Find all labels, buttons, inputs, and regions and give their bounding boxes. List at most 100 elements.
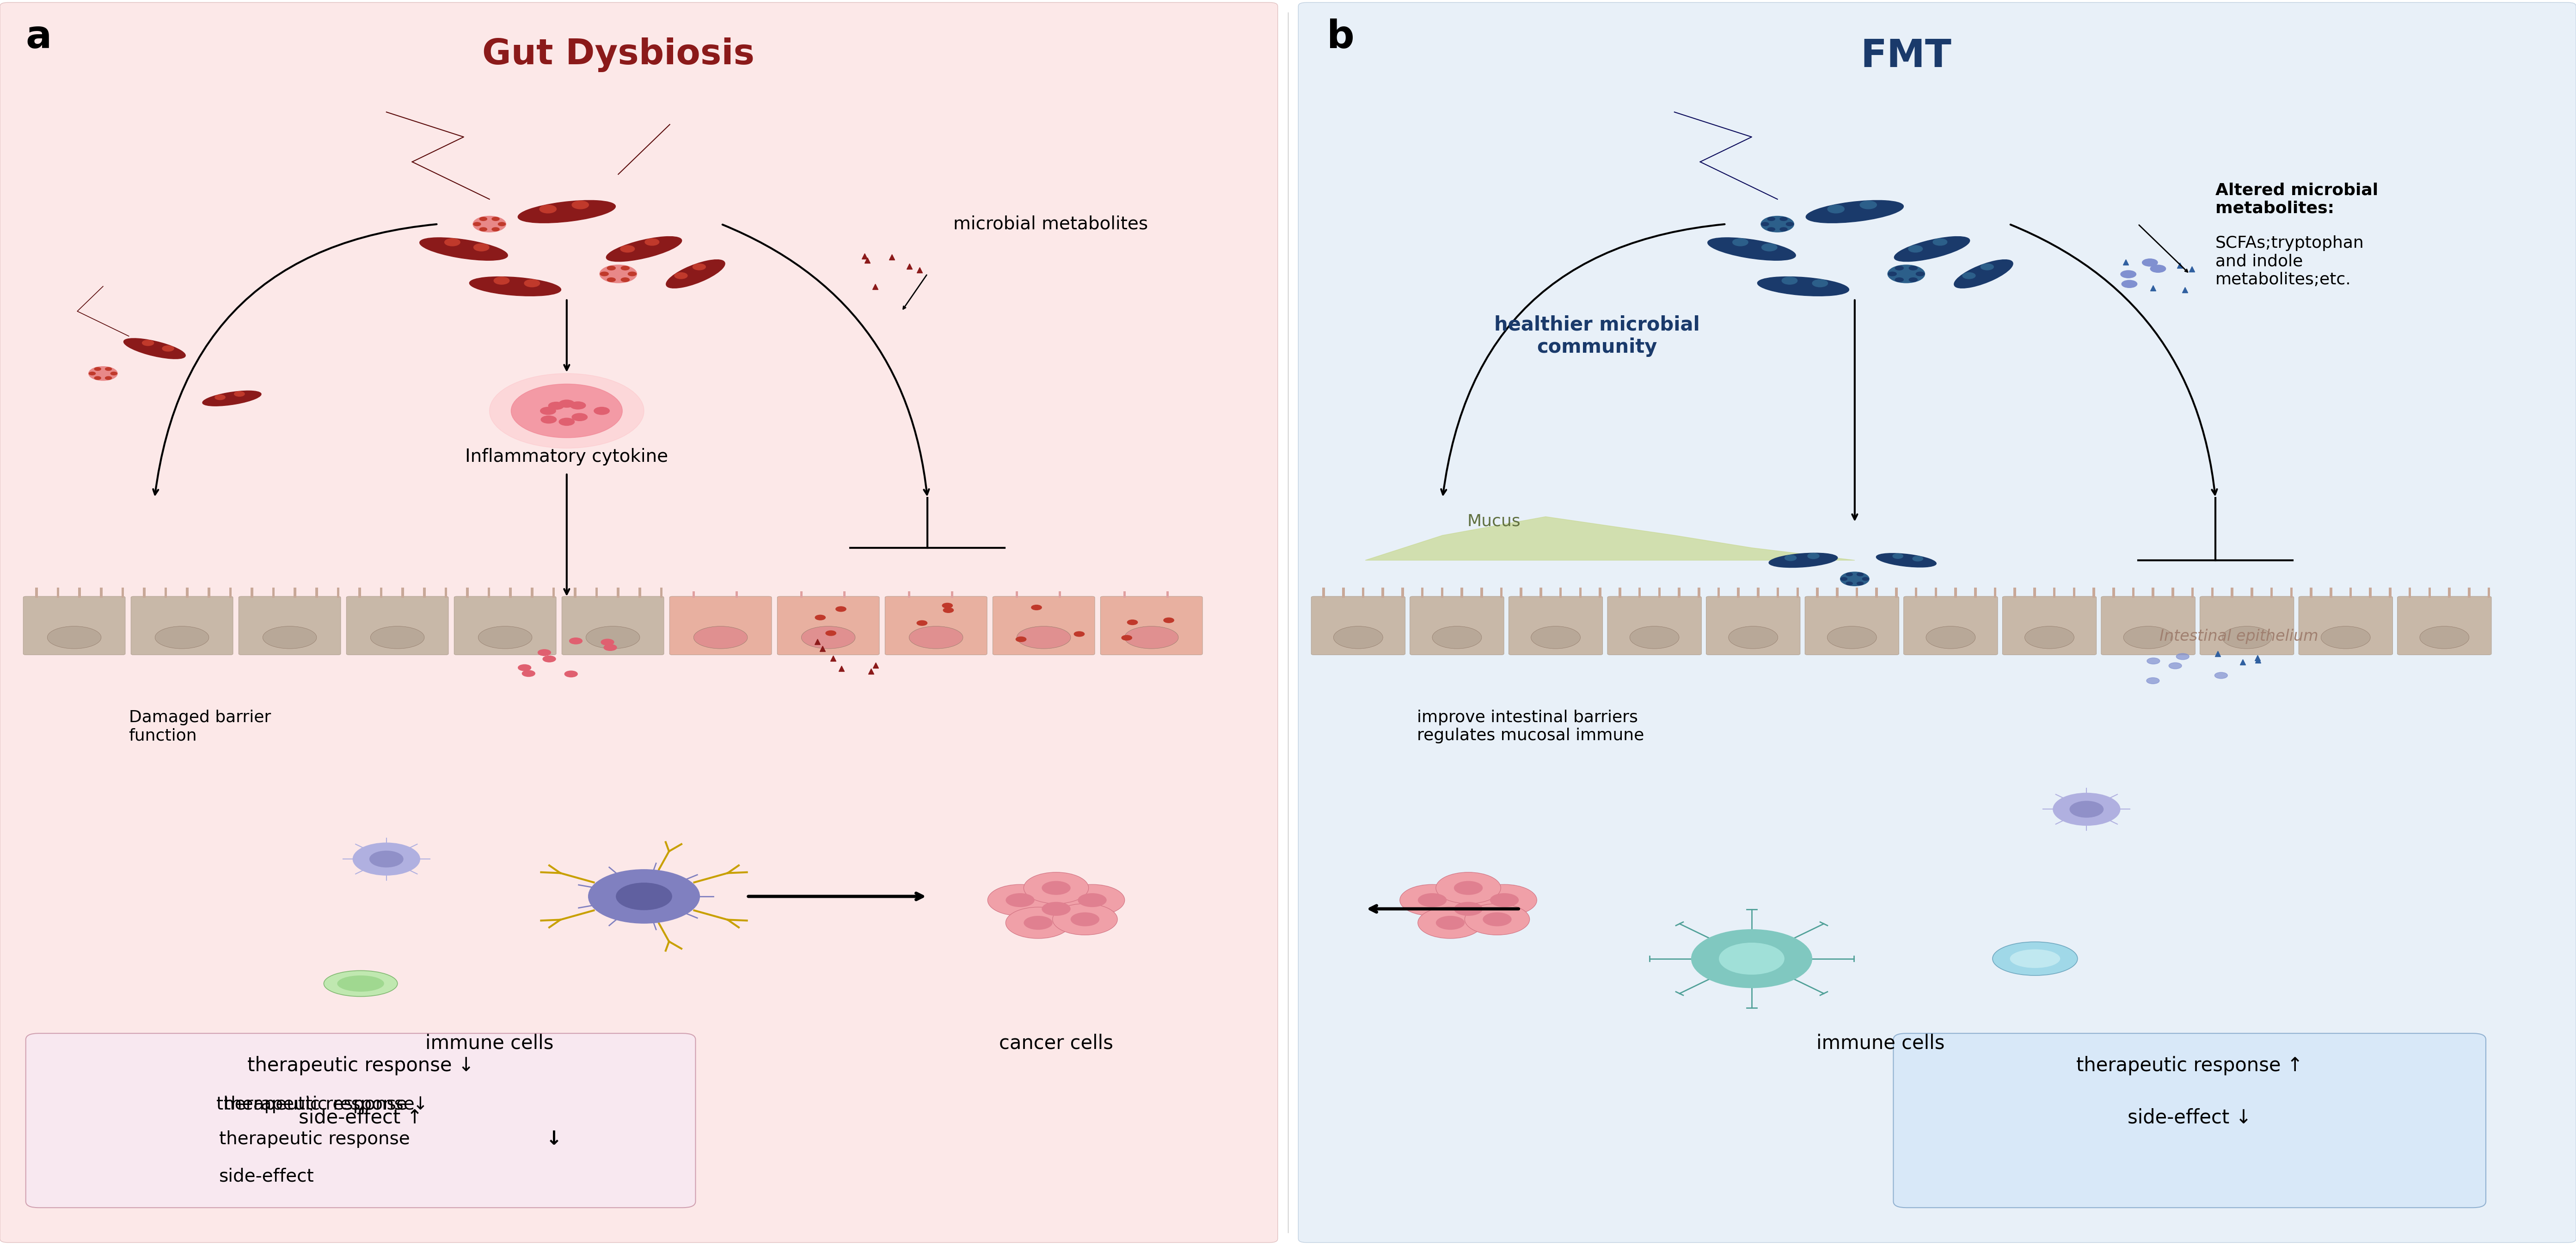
Circle shape — [572, 200, 590, 209]
Bar — [165, 588, 167, 598]
Bar — [2349, 588, 2352, 598]
Bar — [2074, 588, 2076, 598]
Ellipse shape — [204, 391, 260, 406]
Circle shape — [371, 852, 402, 868]
Circle shape — [1005, 908, 1072, 939]
Circle shape — [479, 228, 487, 232]
Circle shape — [1417, 908, 1484, 939]
Circle shape — [549, 402, 564, 410]
Ellipse shape — [1708, 238, 1795, 260]
Text: therapeutic response ↑: therapeutic response ↑ — [2076, 1056, 2303, 1076]
Circle shape — [1399, 884, 1466, 916]
Circle shape — [1857, 573, 1862, 576]
Circle shape — [629, 271, 636, 276]
Circle shape — [510, 383, 623, 438]
Circle shape — [1005, 893, 1036, 908]
Circle shape — [1911, 557, 1922, 561]
Circle shape — [1860, 200, 1878, 209]
FancyBboxPatch shape — [778, 596, 878, 655]
Circle shape — [1842, 578, 1847, 580]
Circle shape — [1814, 279, 1829, 286]
Text: Intestinal epithelium: Intestinal epithelium — [2159, 629, 2318, 644]
Circle shape — [526, 279, 541, 286]
FancyBboxPatch shape — [1893, 1033, 2486, 1208]
Text: side-effect: side-effect — [219, 1168, 314, 1185]
Bar — [1935, 588, 1937, 598]
Circle shape — [1862, 578, 1868, 580]
Circle shape — [495, 276, 510, 284]
Ellipse shape — [325, 971, 397, 996]
Bar — [1638, 588, 1641, 598]
Ellipse shape — [2223, 626, 2272, 649]
Bar — [2210, 588, 2213, 598]
FancyBboxPatch shape — [2002, 596, 2097, 655]
Bar — [2429, 588, 2432, 598]
Circle shape — [474, 244, 489, 251]
Circle shape — [917, 620, 927, 625]
Ellipse shape — [1757, 276, 1850, 296]
Bar — [1123, 591, 1126, 598]
Bar — [2409, 588, 2411, 598]
Circle shape — [1857, 581, 1862, 585]
Circle shape — [1785, 223, 1793, 225]
Bar — [2112, 588, 2115, 598]
Circle shape — [621, 245, 634, 253]
Text: b: b — [1327, 19, 1355, 56]
Circle shape — [2215, 672, 2228, 679]
Bar — [2192, 588, 2195, 598]
Circle shape — [835, 606, 845, 611]
Circle shape — [95, 367, 100, 371]
Circle shape — [621, 266, 629, 270]
FancyBboxPatch shape — [1409, 596, 1504, 655]
Bar — [2172, 588, 2174, 598]
Bar — [2488, 588, 2491, 598]
Text: Inflammatory cytokine: Inflammatory cytokine — [466, 448, 667, 466]
Circle shape — [1072, 913, 1100, 926]
Circle shape — [1041, 881, 1072, 895]
Bar — [2251, 588, 2254, 598]
Bar — [1618, 588, 1620, 598]
Circle shape — [1074, 631, 1084, 636]
Circle shape — [538, 650, 551, 656]
Ellipse shape — [2419, 626, 2468, 649]
Circle shape — [538, 205, 556, 213]
Bar — [250, 588, 252, 598]
Circle shape — [572, 413, 587, 421]
Ellipse shape — [1530, 626, 1582, 649]
Bar — [1321, 588, 1324, 598]
Ellipse shape — [1432, 626, 1481, 649]
Circle shape — [523, 670, 536, 676]
Text: therapeutic response: therapeutic response — [219, 1130, 410, 1148]
Circle shape — [603, 645, 616, 651]
Circle shape — [1734, 239, 1749, 247]
Ellipse shape — [605, 237, 683, 261]
Circle shape — [1780, 228, 1788, 232]
Bar — [1363, 588, 1365, 598]
Bar — [2151, 588, 2154, 598]
Circle shape — [1023, 893, 1090, 925]
Circle shape — [621, 278, 629, 281]
Circle shape — [479, 217, 487, 220]
Bar — [273, 588, 276, 598]
Bar — [1540, 588, 1543, 598]
Circle shape — [1466, 904, 1530, 935]
Circle shape — [569, 637, 582, 644]
Circle shape — [1164, 618, 1175, 622]
Circle shape — [111, 372, 116, 375]
Bar — [2447, 588, 2450, 598]
Circle shape — [1121, 635, 1131, 640]
Circle shape — [1963, 273, 1976, 279]
Circle shape — [1077, 893, 1108, 908]
Ellipse shape — [1631, 626, 1680, 649]
Bar — [2290, 588, 2293, 598]
Bar — [1422, 588, 1425, 598]
Bar — [2388, 588, 2391, 598]
FancyBboxPatch shape — [1311, 596, 1406, 655]
Bar — [294, 588, 296, 598]
Bar — [314, 588, 317, 598]
Text: SCFAs;tryptophan
and indole
metabolites;etc.: SCFAs;tryptophan and indole metabolites;… — [2215, 235, 2365, 288]
FancyBboxPatch shape — [26, 1033, 696, 1208]
Circle shape — [2123, 280, 2138, 288]
Circle shape — [1826, 205, 1844, 213]
Circle shape — [814, 615, 824, 620]
